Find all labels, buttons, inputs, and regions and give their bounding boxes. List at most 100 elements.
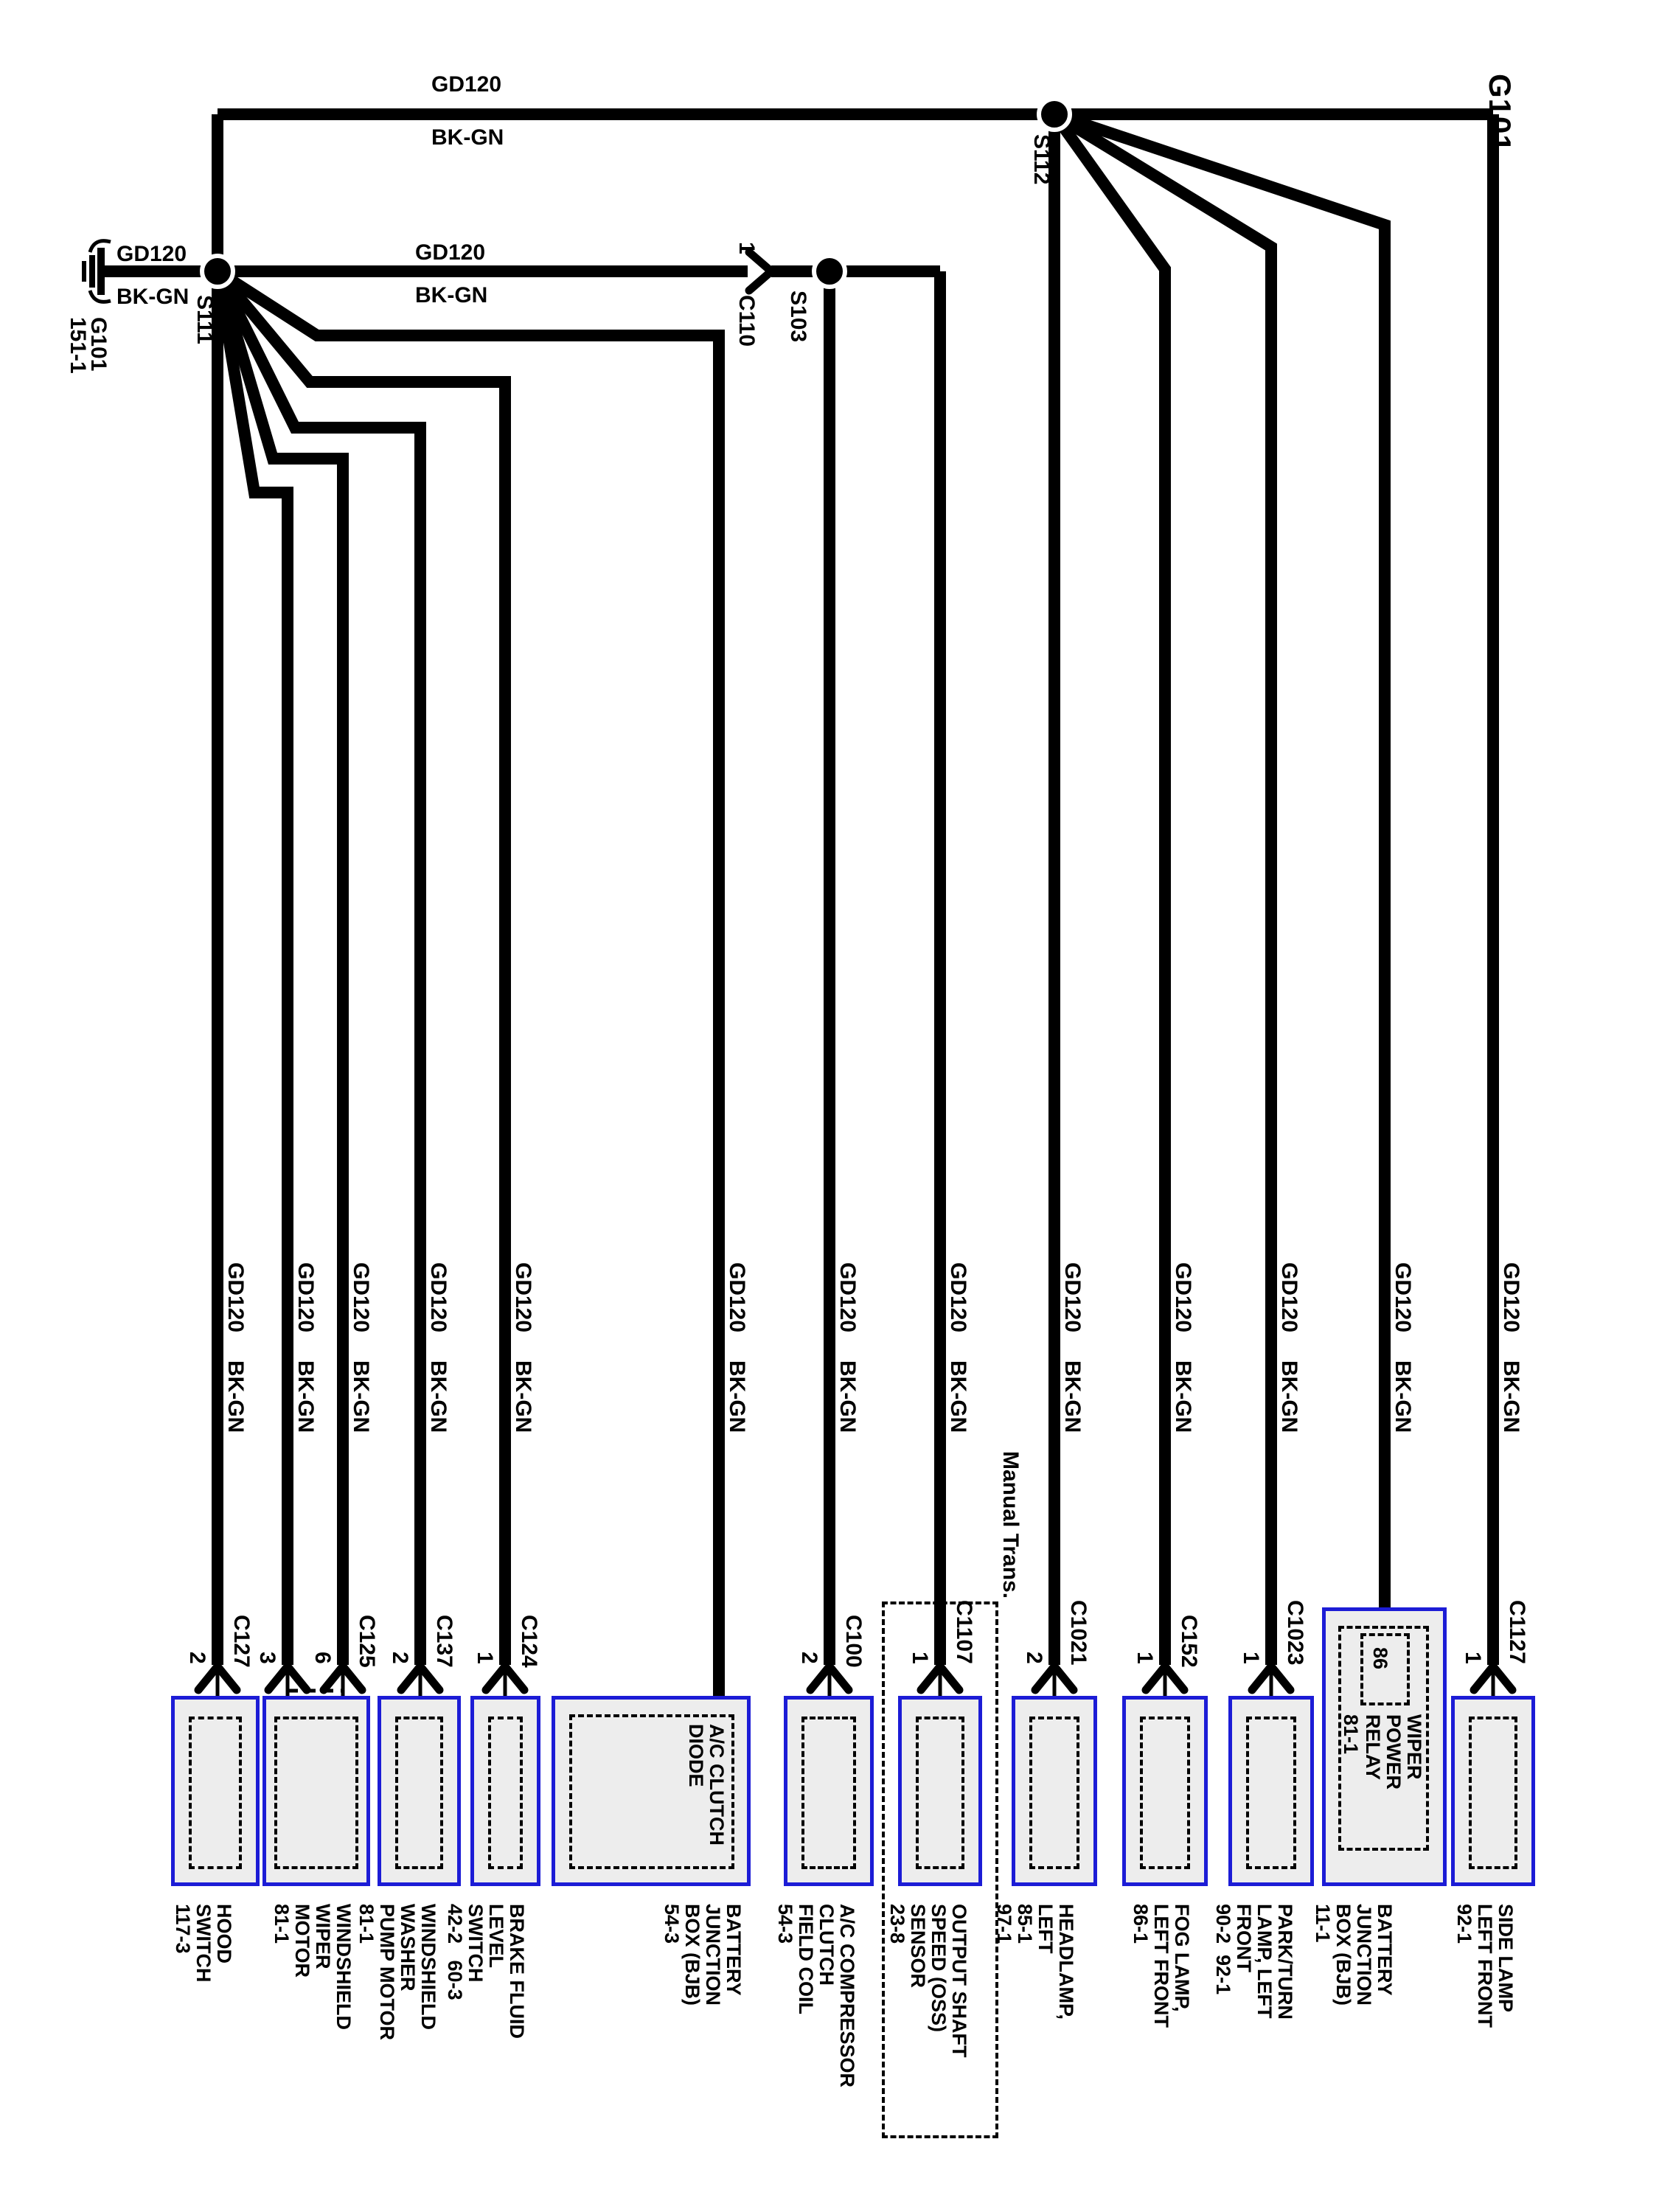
connector-label: C1021 [1066,1600,1091,1666]
box-ac-compressor [784,1696,874,1886]
diode-inner-label: A/C CLUTCH DIODE [685,1724,728,1846]
wire-circuit-label: GD120 [1499,1262,1523,1333]
pin-label: 2 [185,1652,209,1664]
wire-wiper-pin6 [212,269,349,1665]
box-label-brake-fluid: BRAKE FLUID LEVEL SWITCH 42-2 60-3 [444,1904,528,2039]
splice-label-s103: S103 [786,291,810,343]
wire-color-label: BK-GN [223,1360,248,1433]
ground-symbol-icon [82,239,111,304]
splice-label-s111: S111 [192,295,217,344]
connector-label: C1023 [1283,1600,1307,1666]
inline-connector-label: C110 [734,295,759,347]
box-label-bjb-relay: BATTERY JUNCTION BOX (BJB) 11-1 [1312,1904,1396,2006]
inline-connector-icon [745,248,778,295]
box-park-turn-lamp [1228,1696,1314,1886]
box-brake-fluid-switch [470,1696,540,1886]
dashed-rect-relay-coil [1360,1633,1410,1705]
box-label-side-lamp: SIDE LAMP LEFT FRONT 92-1 [1453,1904,1517,2028]
wire-circuit-label: GD120 [725,1262,749,1333]
pin-label: 2 [1022,1652,1046,1664]
splice-label-s112: S112 [1029,134,1054,185]
pin-label: 1 [1133,1652,1157,1664]
wire-circuit-label: GD120 [1391,1262,1415,1333]
box-bjb-relay [1322,1607,1447,1886]
box-label-ac-compressor: A/C COMPRESSOR CLUTCH FIELD COIL 54-3 [774,1904,858,2088]
wire-circuit-label: GD120 [426,1262,451,1333]
connector-fork-icons [194,248,1517,1694]
connector-label: C127 [229,1615,254,1668]
pin-label: 6 [310,1652,335,1664]
wire-circuit-label: GD120 [349,1262,373,1333]
box-bjb-diode [552,1696,751,1886]
wire-color-label: BK-GN [1499,1360,1523,1433]
connector-label: C1107 [952,1600,976,1664]
box-washer-pump [378,1696,461,1886]
box-side-lamp [1451,1696,1535,1886]
pin-label: 1 [1239,1652,1263,1664]
box-label-hood-switch: HOOD SWITCH 117-3 [172,1904,235,1983]
wire-circuit-label: GD120 [1060,1262,1085,1333]
box-label-headlamp: HEADLAMP, LEFT 85-1 97-1 [993,1904,1077,2020]
wire-brake-fluid [212,267,511,1665]
splice-dot-s111 [200,254,235,289]
pin-label: 3 [255,1652,279,1664]
ground-color-label: BK-GN [116,285,189,309]
wire-circuit-label: GD120 [1277,1262,1301,1333]
wire-color-label: BK-GN [293,1360,318,1433]
dashed-rect-fog [1140,1717,1190,1869]
wire-circuit-label: GD120 [946,1262,970,1333]
dashed-rect-diode [569,1714,734,1869]
pin-label: 1 [473,1652,497,1664]
box-oss-sensor [898,1696,982,1886]
relay-page-label: 81-1 [1340,1714,1362,1755]
dashed-rect-park [1246,1717,1296,1869]
box-fog-lamp [1122,1696,1208,1886]
mid-run-color-label: BK-GN [415,283,488,307]
wire-circuit-label: GD120 [511,1262,535,1333]
box-label-park-turn: PARK/TURN LAMP, LEFT FRONT 90-2 92-1 [1212,1904,1296,2020]
wire-color-label: BK-GN [511,1360,535,1433]
pin-label: 1 [1461,1652,1485,1664]
connector-label: C137 [432,1615,456,1668]
wire-washer-pump [212,268,426,1665]
connector-label: C152 [1177,1615,1201,1668]
top-run-circuit-label: GD120 [431,72,502,97]
dashed-rect-headlamp [1029,1717,1079,1869]
splice-dot-s103 [812,254,847,289]
wire-ac-diode [214,266,725,1697]
inline-connector-pin: 1 [734,242,759,254]
page-title: G101 [1483,74,1517,153]
dashed-rect-brake [488,1717,523,1869]
box-label-wiper-motor: WINDSHIELD WIPER MOTOR 81-1 [271,1904,355,2030]
box-label-oss-sensor: OUTPUT SHAFT SPEED (OSS) SENSOR 23-8 [886,1904,970,2058]
ground-circuit-label: GD120 [116,242,187,266]
wire-color-label: BK-GN [725,1360,749,1433]
box-headlamp [1012,1696,1097,1886]
ground-id-label: G101 151-1 [66,317,111,374]
wire-wiper-relay [1052,108,1391,1609]
box-wiper-motor [262,1696,370,1886]
dashed-rect-wiper [274,1717,358,1869]
wire-wiper-pin3 [212,270,293,1665]
wire-color-label: BK-GN [349,1360,373,1433]
wire-color-label: BK-GN [1060,1360,1085,1433]
dashed-rect-bjb-relay [1338,1626,1429,1851]
wire-circuit-label: GD120 [835,1262,860,1333]
box-label-bjb-diode: BATTERY JUNCTION BOX (BJB) 54-3 [661,1904,745,2006]
connector-label: C124 [517,1615,541,1668]
dashed-box-manual-trans [882,1601,998,2138]
manual-trans-note: Manual Trans. [998,1451,1023,1599]
box-label-washer-pump: WINDSHIELD WASHER PUMP MOTOR 81-1 [355,1904,439,2041]
dashed-rect-oss [916,1717,964,1869]
relay-name-label: WIPER POWER RELAY [1362,1714,1425,1790]
wire-color-label: BK-GN [1171,1360,1195,1433]
wire-circuit-label: GD120 [293,1262,318,1333]
wire-color-label: BK-GN [1277,1360,1301,1433]
relay-pin-label: 86 [1369,1647,1391,1670]
dashed-rect-hood [189,1717,242,1869]
wire-fog-lamp [1049,111,1171,1665]
pin-label: 2 [388,1652,412,1664]
mid-run-circuit-label: GD120 [415,240,486,265]
